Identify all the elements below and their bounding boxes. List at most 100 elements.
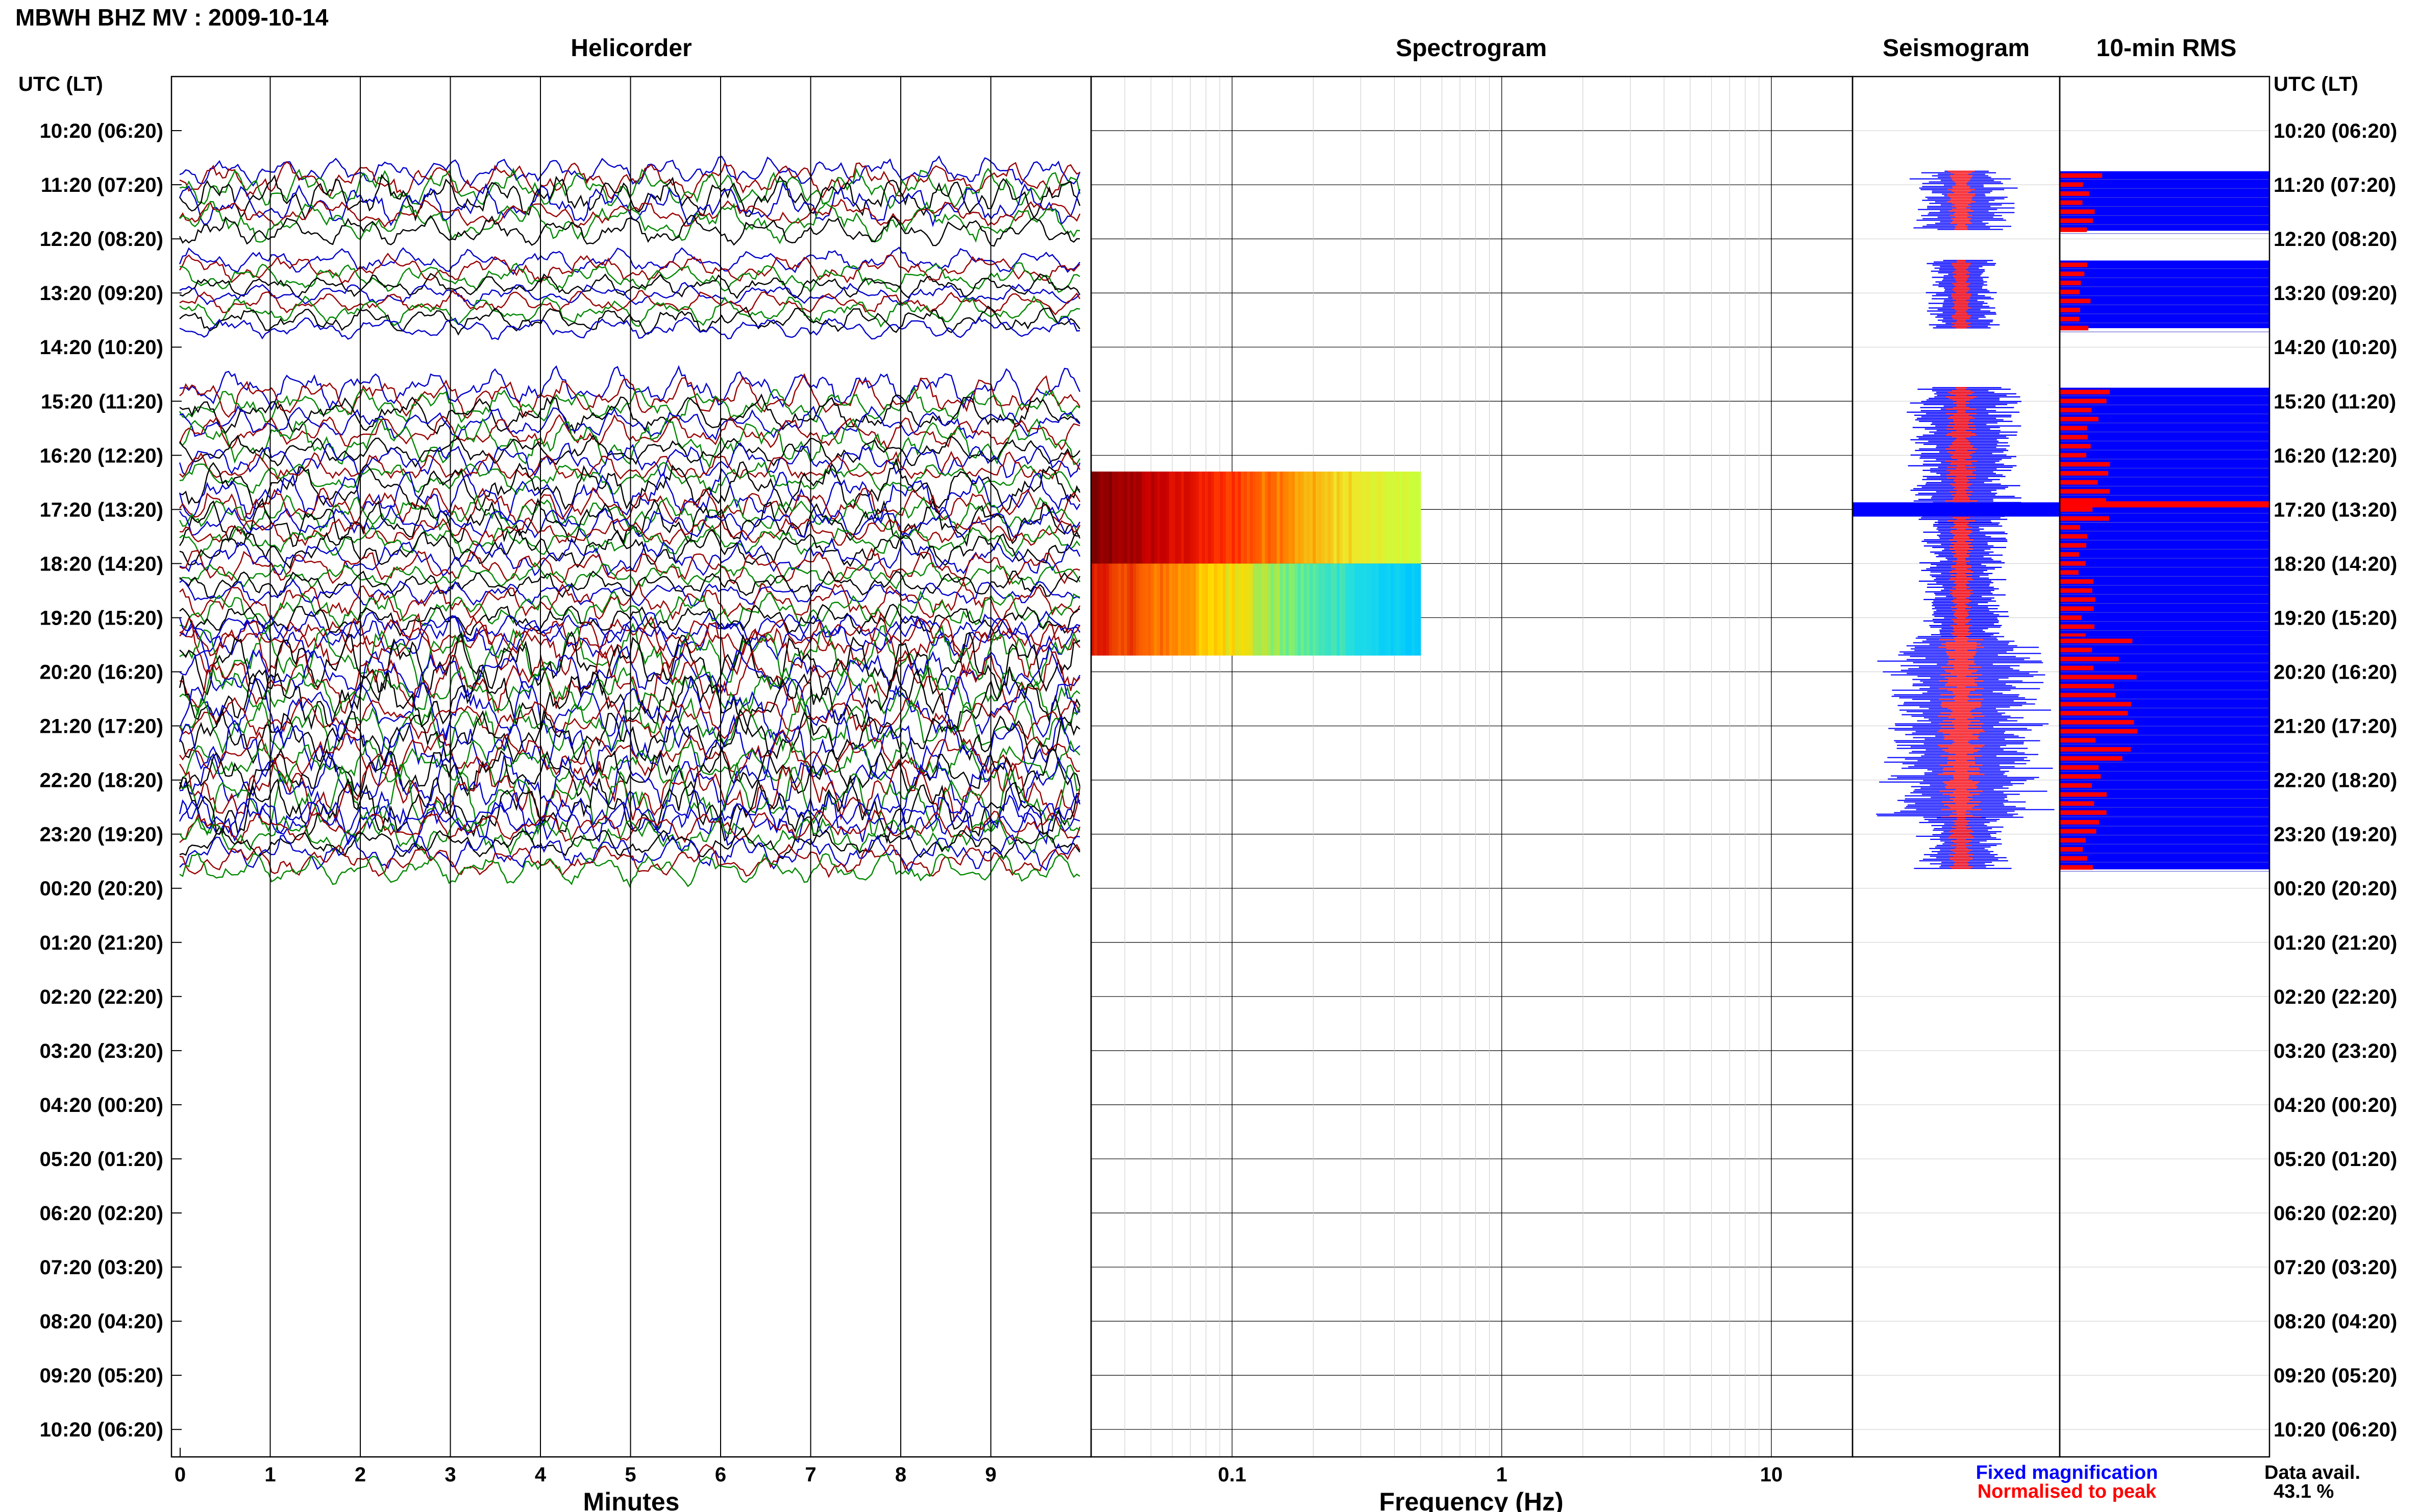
spectrogram-cell	[1196, 563, 1200, 656]
helicorder-trace	[179, 815, 1080, 856]
rms-normalised-bar	[2060, 191, 2089, 196]
time-labels-left: 10:20 (06:20) 11:20 (07:20) 12:20 (08:20) 1…	[40, 120, 163, 1441]
helicorder-trace	[179, 758, 1081, 824]
time-label-right: 06:20 (02:20)	[2274, 1202, 2397, 1225]
helicorder-trace	[179, 562, 1081, 590]
spectrogram-cell	[1364, 472, 1367, 564]
frequency-tick-label: 10	[1760, 1464, 1783, 1486]
time-label-left: 07:20 (03:20)	[40, 1256, 163, 1279]
spectrogram-cell	[1133, 563, 1137, 656]
legend-fixed-magnification: Fixed magnification	[1976, 1462, 2158, 1483]
spectrogram-cell	[1103, 563, 1107, 656]
rms-normalised-bar	[2060, 774, 2101, 779]
spectrogram-cell	[1273, 472, 1277, 564]
rms-normalised-bar	[2060, 747, 2131, 752]
spectrogram-cell	[1310, 563, 1314, 656]
spectrogram-cell	[1417, 472, 1421, 564]
rms-normalised-bar	[2060, 326, 2089, 331]
spectrogram-cell	[1330, 472, 1335, 564]
minute-tick-label: 9	[985, 1464, 996, 1486]
panel-frame	[1090, 76, 1854, 1458]
minute-tick-label: 7	[805, 1464, 816, 1486]
spectrogram-cell	[1271, 563, 1274, 656]
seismogram-title: Seismogram	[1883, 35, 2030, 62]
rms-normalised-bar	[2060, 435, 2088, 440]
spectrogram-cell	[1337, 472, 1340, 564]
time-label-left: 09:20 (05:20)	[40, 1365, 163, 1387]
time-label-right: 01:20 (21:20)	[2274, 932, 2397, 954]
helicorder-trace	[179, 262, 1080, 293]
helicorder-trace	[179, 214, 1080, 247]
helicorder-trace	[179, 852, 1080, 888]
spectrogram-cell	[1148, 563, 1152, 656]
spectrogram-cell	[1205, 472, 1208, 564]
time-label-left: 22:20 (18:20)	[40, 770, 163, 792]
helicorder-trace	[179, 579, 1080, 607]
helicorder-trace	[179, 834, 1080, 872]
spectrogram-cell	[1402, 563, 1406, 656]
time-label-left: 05:20 (01:20)	[40, 1148, 163, 1171]
spectrogram-cell	[1271, 472, 1274, 564]
helicorder-trace	[179, 373, 1081, 419]
helicorder-trace	[179, 282, 1080, 307]
spectrogram-cell	[1411, 472, 1415, 564]
spectrogram-cell	[1220, 563, 1224, 656]
spectrogram-cell	[1252, 472, 1256, 564]
spectrogram-cell	[1306, 563, 1311, 656]
spectrogram-cell	[1231, 472, 1236, 564]
spectrogram-cell	[1327, 472, 1331, 564]
rms-fixed-block	[2060, 636, 2269, 818]
spectrogram-cell	[1405, 472, 1409, 564]
spectrogram-cell	[1124, 472, 1128, 564]
spectrogram-cell	[1166, 563, 1170, 656]
helicorder-trace	[179, 666, 1081, 735]
spectrogram-cell	[1388, 472, 1391, 564]
helicorder-trace	[179, 155, 1081, 187]
time-label-right: 10:20 (06:20)	[2274, 1419, 2397, 1441]
rms-normalised-bar	[2060, 534, 2088, 539]
spectrogram-cell	[1247, 563, 1250, 656]
spectrogram-cell	[1324, 472, 1328, 564]
time-label-right: 13:20 (09:20)	[2274, 282, 2397, 305]
spectrogram-cell	[1282, 563, 1287, 656]
data-availability-value: 43.1 %	[2274, 1481, 2334, 1502]
spectrogram-cell	[1268, 563, 1271, 656]
helicorder-trace	[179, 461, 1080, 495]
helicorder-trace	[179, 631, 1080, 697]
rms-normalised-bar	[2060, 765, 2099, 770]
time-label-left: 10:20 (06:20)	[40, 1419, 163, 1441]
spectrogram-cell	[1214, 472, 1218, 564]
spectrogram-cell	[1345, 472, 1349, 564]
helicorder-trace	[179, 695, 1081, 740]
spectrogram-cell	[1244, 563, 1247, 656]
spectrogram-cell	[1130, 472, 1133, 564]
time-label-left: 04:20 (00:20)	[40, 1094, 163, 1117]
spectrogram-cell	[1321, 563, 1325, 656]
spectrogram-cell	[1306, 472, 1311, 564]
time-label-left: 19:20 (15:20)	[40, 607, 163, 629]
spectrogram-cell	[1127, 563, 1131, 656]
rms-title: 10-min RMS	[2096, 35, 2237, 62]
spectrogram-cell	[1228, 563, 1232, 656]
rms-normalised-bar	[2060, 720, 2134, 725]
spectrogram-cell	[1381, 563, 1385, 656]
time-label-right: 18:20 (14:20)	[2274, 553, 2397, 575]
spectrogram-cell	[1136, 472, 1140, 564]
rms-normalised-bar	[2060, 308, 2080, 313]
time-label-left: 20:20 (16:20)	[40, 661, 163, 684]
rms-normalised-bar	[2060, 801, 2094, 806]
helicorder-trace	[179, 414, 1080, 451]
spectrogram-cell	[1385, 563, 1388, 656]
frequency-axis-label: Frequency (Hz)	[1379, 1488, 1563, 1512]
helicorder-trace	[179, 457, 1081, 515]
spectrogram-cell	[1211, 472, 1215, 564]
spectrogram-cell	[1183, 563, 1188, 656]
spectrogram-blocks	[1091, 472, 1421, 656]
spectrogram-cell	[1255, 563, 1260, 656]
helicorder-trace	[179, 316, 1080, 340]
spectrogram-cell	[1289, 563, 1293, 656]
helicorder-trace	[179, 697, 1081, 759]
time-label-left: 02:20 (22:20)	[40, 986, 163, 1008]
spectrogram-cell	[1226, 563, 1229, 656]
